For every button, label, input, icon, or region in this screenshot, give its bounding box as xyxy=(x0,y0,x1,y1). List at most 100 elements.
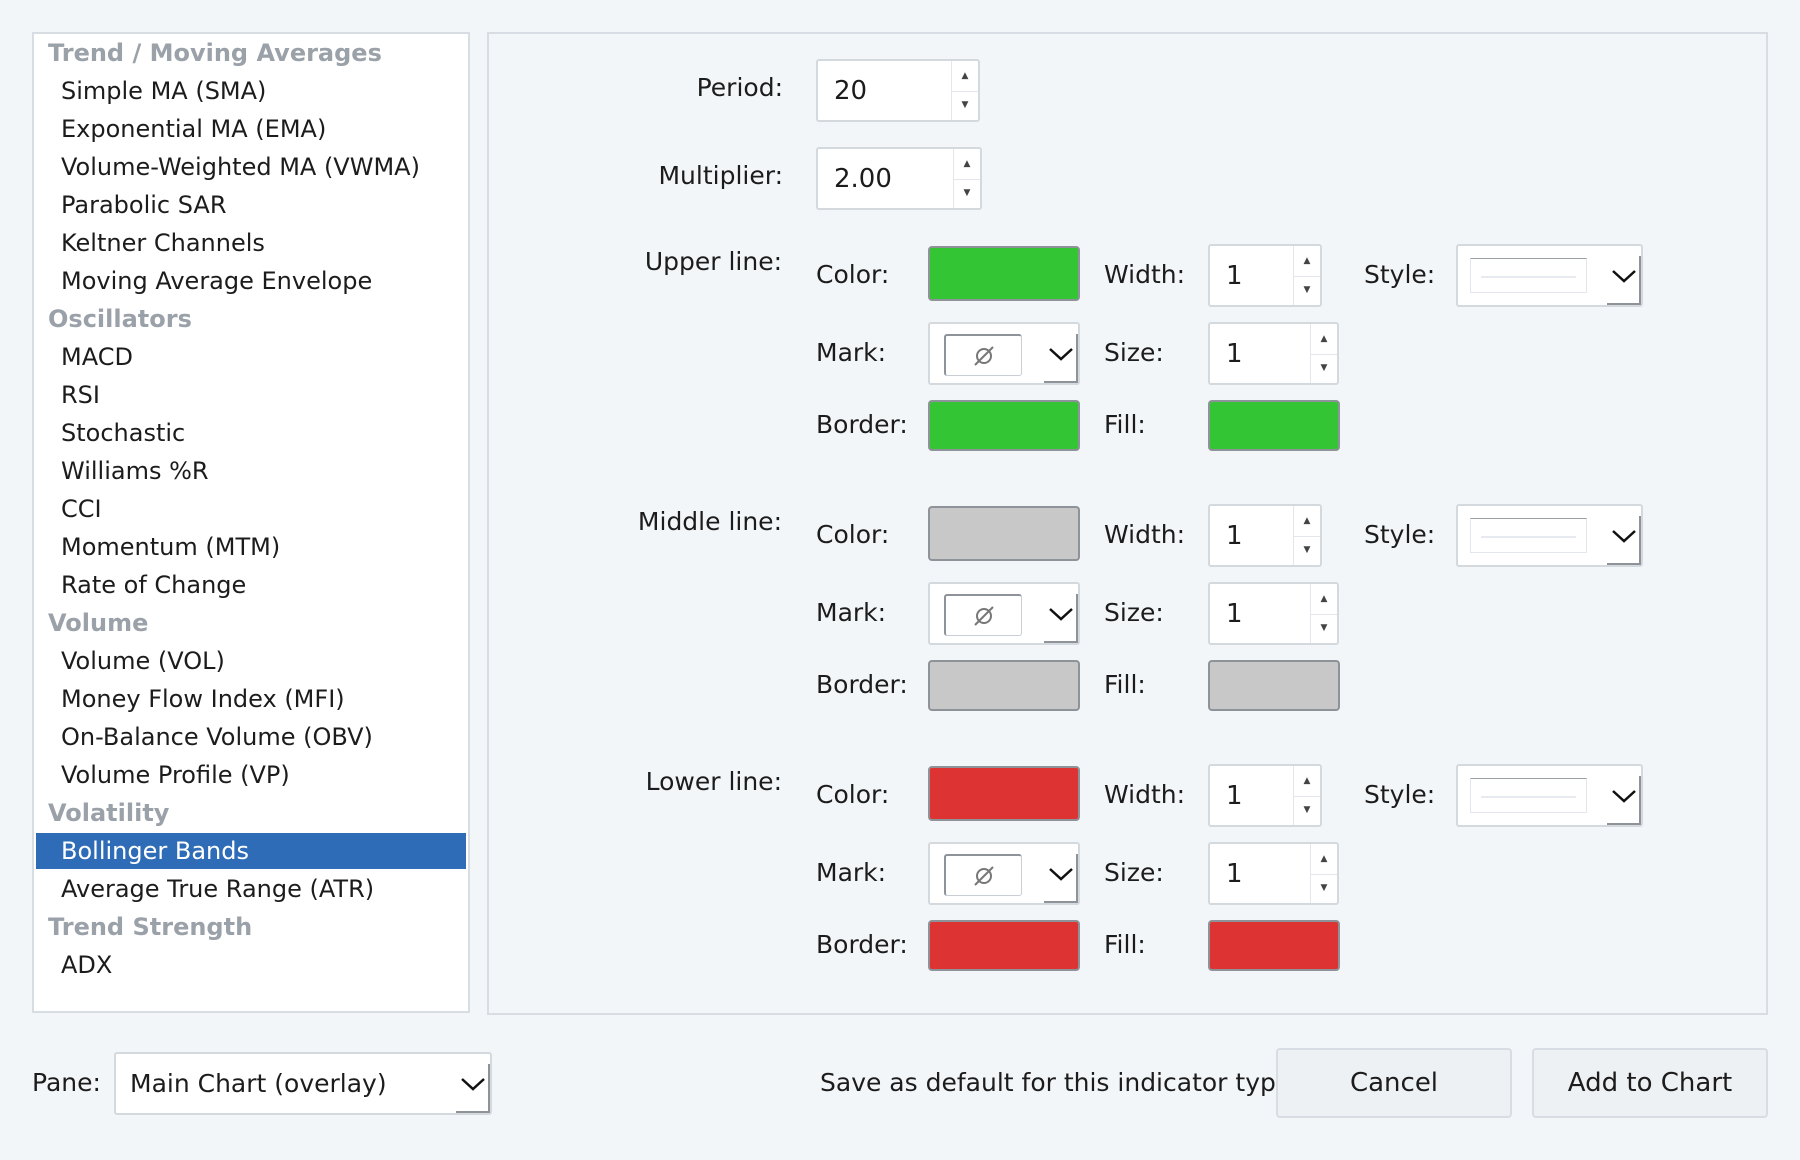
stepper-up-icon[interactable]: ▲ xyxy=(1311,844,1337,875)
border-color-swatch[interactable] xyxy=(928,400,1080,451)
pane-select[interactable]: Main Chart (overlay) xyxy=(114,1052,492,1115)
stepper-up-icon[interactable]: ▲ xyxy=(1294,246,1320,277)
list-item[interactable]: Moving Average Envelope xyxy=(61,267,373,295)
pane-select-value: Main Chart (overlay) xyxy=(130,1069,387,1098)
select-shade xyxy=(1044,594,1078,643)
add-to-chart-button[interactable]: Add to Chart xyxy=(1532,1048,1768,1118)
mark-select[interactable] xyxy=(928,842,1080,905)
stepper[interactable]: ▲ ▼ xyxy=(1310,324,1337,383)
stepper-down-icon[interactable]: ▼ xyxy=(1303,545,1311,556)
border-color-swatch[interactable] xyxy=(928,660,1080,711)
border-label: Border: xyxy=(816,670,908,699)
color-label: Color: xyxy=(816,260,890,289)
period-spinner[interactable]: 20 ▲ ▼ xyxy=(816,59,980,122)
stepper-down-icon[interactable]: ▼ xyxy=(963,188,971,199)
stepper-up-icon[interactable]: ▲ xyxy=(954,149,980,180)
stepper[interactable]: ▲ ▼ xyxy=(1293,506,1320,565)
list-item[interactable]: On-Balance Volume (OBV) xyxy=(61,723,373,751)
fill-color-swatch[interactable] xyxy=(1208,920,1340,971)
select-shade xyxy=(1607,776,1641,825)
chevron-down-icon[interactable] xyxy=(1609,246,1639,305)
period-stepper[interactable]: ▲ ▼ xyxy=(951,61,978,120)
list-item[interactable]: Volume Profile (VP) xyxy=(61,761,290,789)
multiplier-spinner[interactable]: 2.00 ▲ ▼ xyxy=(816,147,982,210)
stepper-down-icon[interactable]: ▼ xyxy=(961,100,969,111)
stepper-up-icon[interactable]: ▲ xyxy=(1311,324,1337,355)
stepper-down-icon[interactable]: ▼ xyxy=(1320,883,1328,894)
width-spinner[interactable]: 1 ▲ ▼ xyxy=(1208,764,1322,827)
list-item[interactable]: Average True Range (ATR) xyxy=(61,875,375,903)
color-swatch[interactable] xyxy=(928,506,1080,561)
list-item[interactable]: Momentum (MTM) xyxy=(61,533,281,561)
size-spinner[interactable]: 1 ▲ ▼ xyxy=(1208,322,1339,385)
line-style-select[interactable] xyxy=(1456,244,1643,307)
list-item[interactable]: RSI xyxy=(61,381,100,409)
period-label: Period: xyxy=(696,73,783,102)
stepper-up-icon[interactable]: ▲ xyxy=(1294,506,1320,537)
size-spinner[interactable]: 1 ▲ ▼ xyxy=(1208,842,1339,905)
line-style-select[interactable] xyxy=(1456,504,1643,567)
fill-label: Fill: xyxy=(1104,670,1146,699)
list-item[interactable]: Rate of Change xyxy=(61,571,247,599)
multiplier-value: 2.00 xyxy=(834,163,892,194)
stepper[interactable]: ▲ ▼ xyxy=(1310,584,1337,643)
list-group-header: Volume xyxy=(48,609,149,637)
mark-select[interactable] xyxy=(928,322,1080,385)
chevron-down-icon[interactable] xyxy=(1609,766,1639,825)
chevron-down-icon[interactable] xyxy=(458,1054,488,1113)
width-label: Width: xyxy=(1104,260,1186,289)
stepper-down-icon[interactable]: ▼ xyxy=(1320,363,1328,374)
list-item[interactable]: Volume (VOL) xyxy=(61,647,225,675)
width-spinner[interactable]: 1 ▲ ▼ xyxy=(1208,504,1322,567)
stepper-up-icon[interactable]: ▲ xyxy=(1311,584,1337,615)
list-item[interactable]: Volume-Weighted MA (VWMA) xyxy=(61,153,420,181)
list-item[interactable]: Exponential MA (EMA) xyxy=(61,115,327,143)
list-item[interactable]: CCI xyxy=(61,495,102,523)
select-shade xyxy=(1044,334,1078,383)
color-swatch[interactable] xyxy=(928,246,1080,301)
line-style-select[interactable] xyxy=(1456,764,1643,827)
multiplier-label: Multiplier: xyxy=(658,161,783,190)
stepper-down-icon[interactable]: ▼ xyxy=(1303,285,1311,296)
indicator-list[interactable]: Trend / Moving Averages Simple MA (SMA) Ex… xyxy=(32,32,470,1013)
list-item[interactable]: Money Flow Index (MFI) xyxy=(61,685,345,713)
list-item[interactable]: Stochastic xyxy=(61,419,186,447)
cancel-button[interactable]: Cancel xyxy=(1276,1048,1512,1118)
stepper[interactable]: ▲ ▼ xyxy=(1310,844,1337,903)
list-item[interactable]: Williams %R xyxy=(61,457,209,485)
chevron-down-icon[interactable] xyxy=(1046,844,1076,903)
select-shade xyxy=(1607,516,1641,565)
list-item[interactable]: MACD xyxy=(61,343,133,371)
border-color-swatch[interactable] xyxy=(928,920,1080,971)
style-label: Style: xyxy=(1364,260,1436,289)
multiplier-stepper[interactable]: ▲ ▼ xyxy=(953,149,980,208)
fill-color-swatch[interactable] xyxy=(1208,400,1340,451)
list-group-header: Trend / Moving Averages xyxy=(48,39,382,67)
chevron-down-icon[interactable] xyxy=(1046,584,1076,643)
stepper-up-icon[interactable]: ▲ xyxy=(952,61,978,92)
width-spinner[interactable]: 1 ▲ ▼ xyxy=(1208,244,1322,307)
color-label: Color: xyxy=(816,780,890,809)
save-default-label[interactable]: Save as default for this indicator type xyxy=(820,1068,1292,1097)
mark-select[interactable] xyxy=(928,582,1080,645)
stepper[interactable]: ▲ ▼ xyxy=(1293,246,1320,305)
stepper-up-icon[interactable]: ▲ xyxy=(1294,766,1320,797)
mark-label: Mark: xyxy=(816,338,887,367)
pane-select-shade xyxy=(456,1064,490,1113)
stepper[interactable]: ▲ ▼ xyxy=(1293,766,1320,825)
mark-label: Mark: xyxy=(816,858,887,887)
list-item[interactable]: Keltner Channels xyxy=(61,229,265,257)
list-item[interactable]: ADX xyxy=(61,951,113,979)
stepper-down-icon[interactable]: ▼ xyxy=(1303,805,1311,816)
stepper-down-icon[interactable]: ▼ xyxy=(1320,623,1328,634)
border-label: Border: xyxy=(816,410,908,439)
color-swatch[interactable] xyxy=(928,766,1080,821)
size-spinner[interactable]: 1 ▲ ▼ xyxy=(1208,582,1339,645)
list-item[interactable]: Bollinger Bands xyxy=(36,833,466,869)
list-group-header: Trend Strength xyxy=(48,913,253,941)
list-item[interactable]: Parabolic SAR xyxy=(61,191,227,219)
chevron-down-icon[interactable] xyxy=(1609,506,1639,565)
fill-color-swatch[interactable] xyxy=(1208,660,1340,711)
chevron-down-icon[interactable] xyxy=(1046,324,1076,383)
list-item[interactable]: Simple MA (SMA) xyxy=(61,77,267,105)
